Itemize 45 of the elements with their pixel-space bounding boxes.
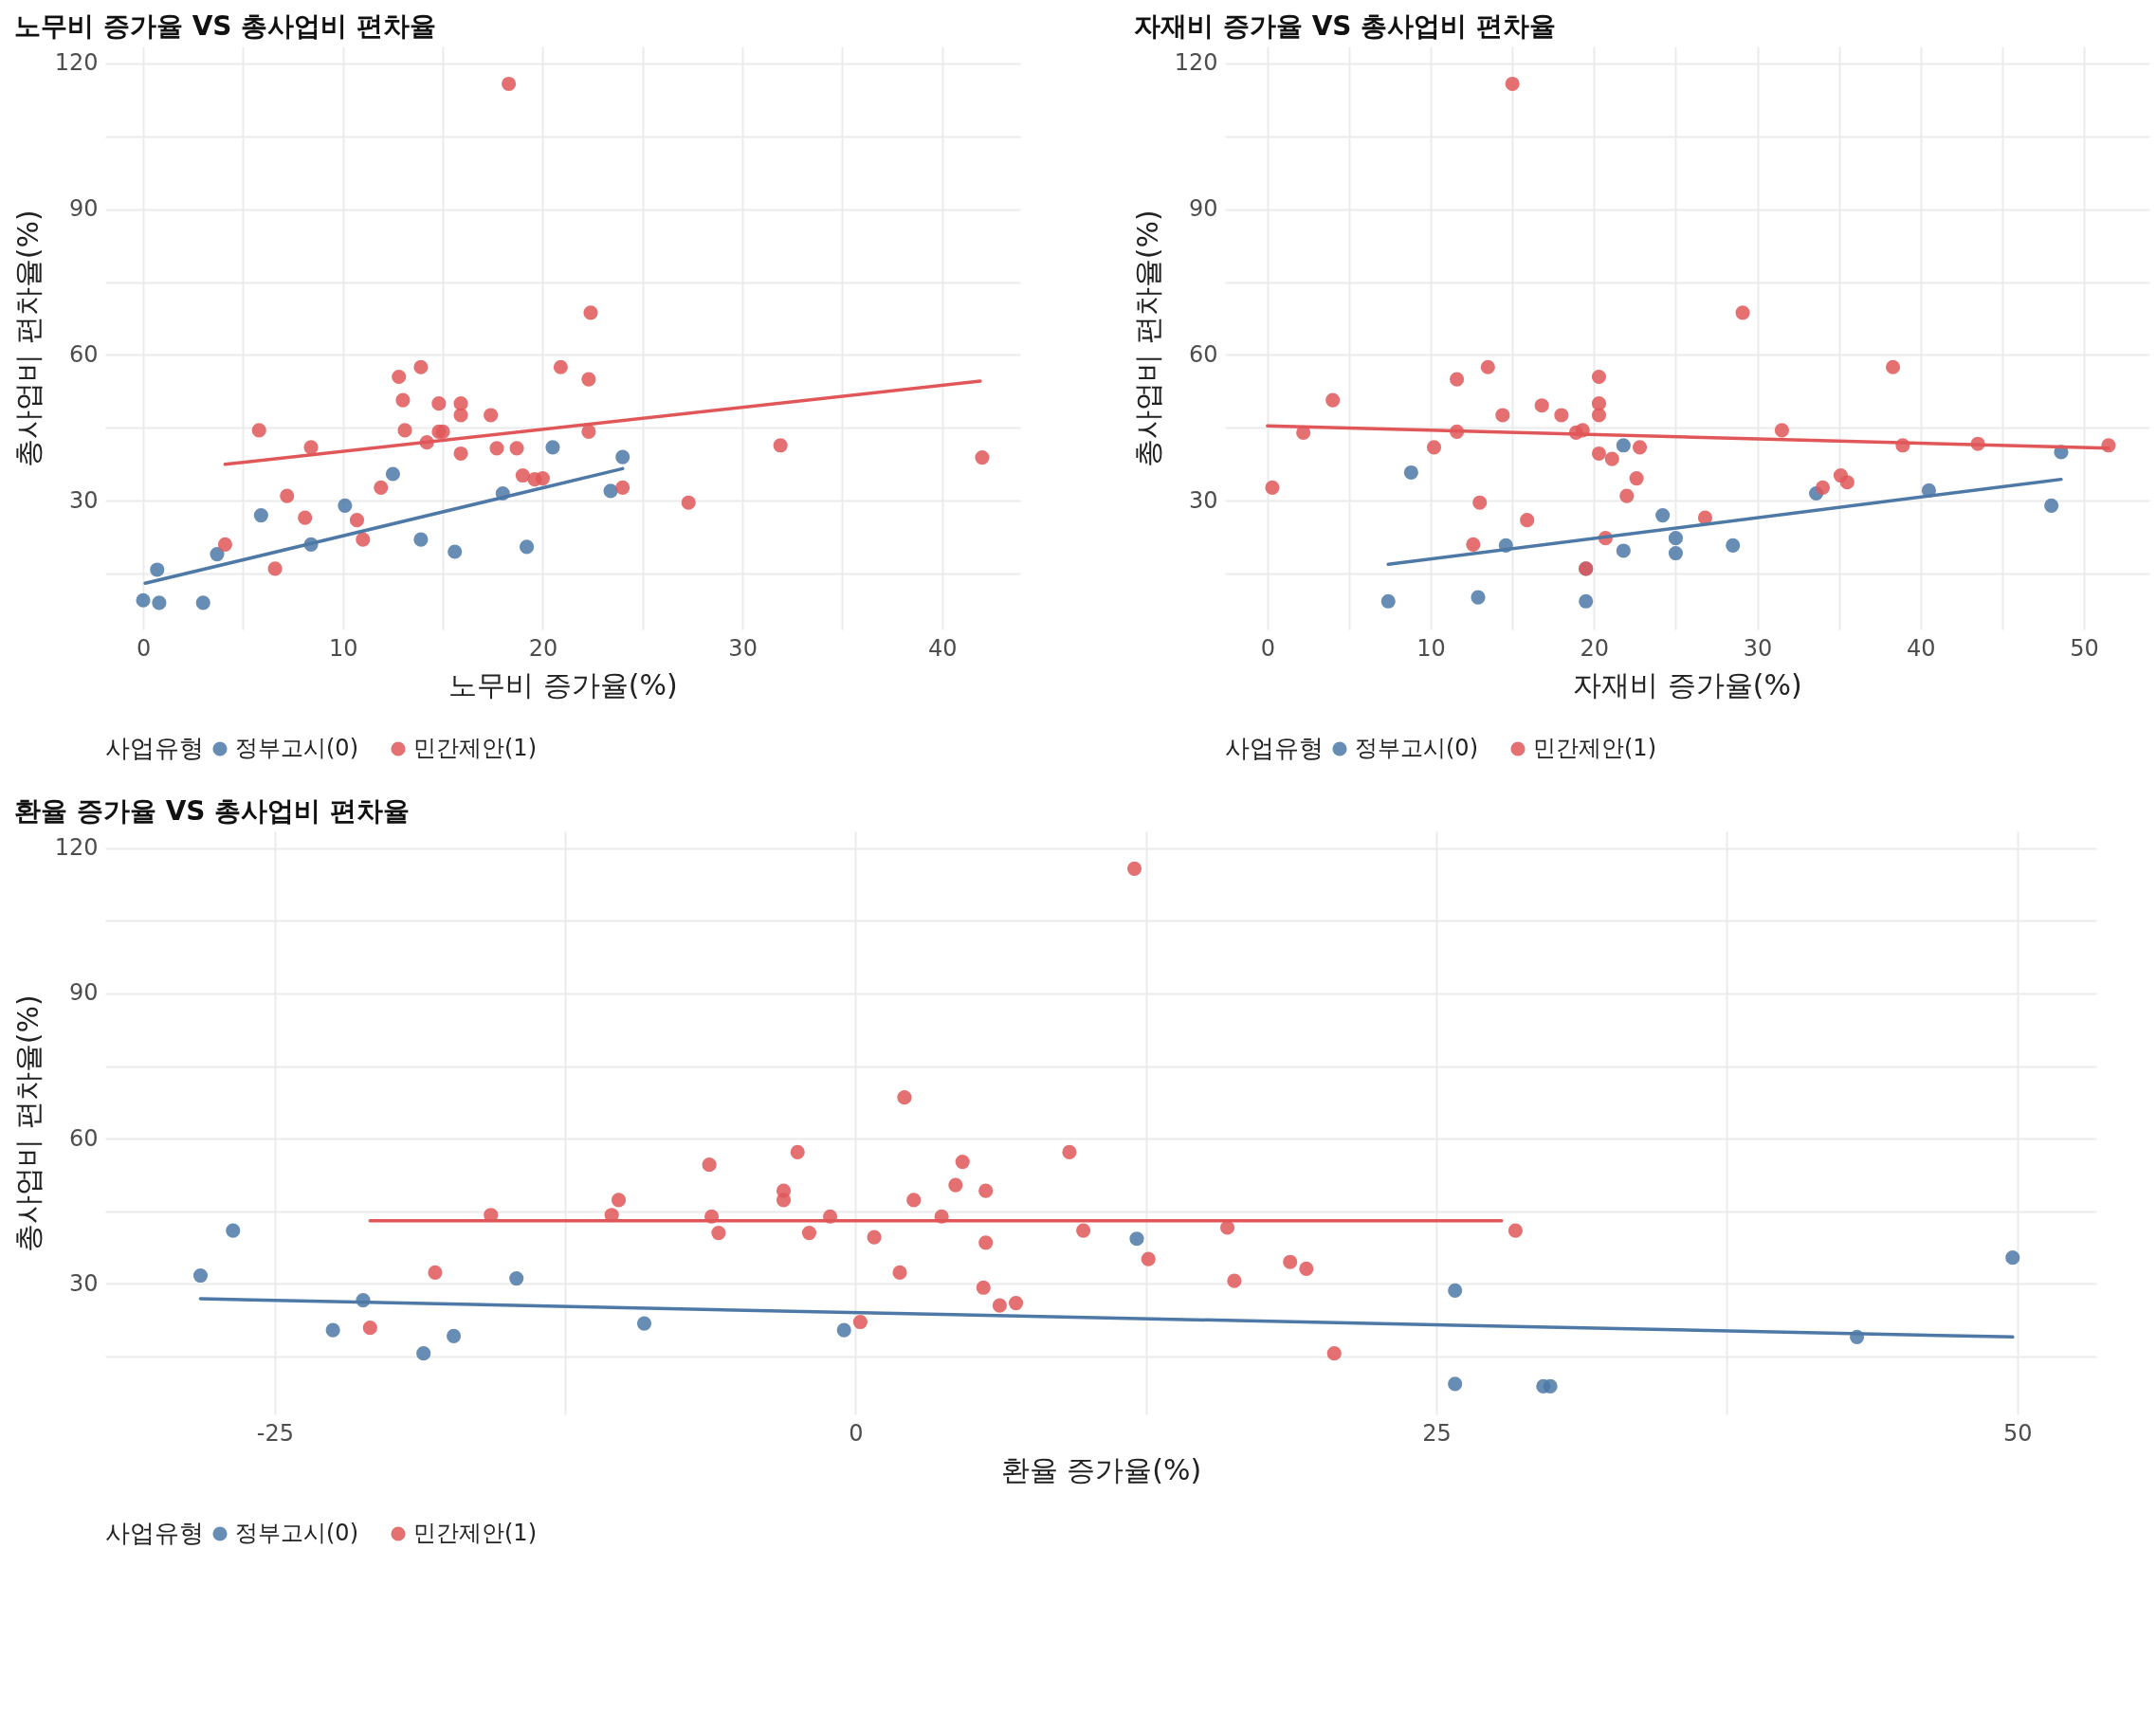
y-tick-label: 120	[54, 49, 99, 77]
x-tick-label: 40	[1907, 634, 1936, 662]
x-tick-label: 50	[2070, 634, 2099, 662]
legend-label: 민간제안(1)	[413, 735, 537, 761]
legend-label: 정부고시(0)	[235, 735, 358, 761]
x-tick-label: 50	[2002, 1419, 2033, 1447]
x-tick-label: 40	[928, 634, 958, 662]
y-tick-label: 30	[68, 486, 99, 514]
y-axis-title: 총사업비 편차율(%)	[10, 994, 45, 1252]
y-tick-label: 60	[68, 340, 99, 368]
chart-title: 노무비 증가율 VS 총사업비 편차율	[14, 10, 437, 42]
x-tick-label: 30	[728, 634, 758, 662]
legend-label: 민간제안(1)	[413, 1520, 537, 1546]
x-tick-label: 20	[528, 634, 558, 662]
x-tick-label: 20	[1580, 634, 1610, 662]
y-tick-label: 60	[68, 1124, 99, 1152]
x-axis-title: 환율 증가율(%)	[1000, 1452, 1202, 1486]
x-tick-label: 30	[1743, 634, 1773, 662]
legend-title: 사업유형	[105, 1519, 204, 1547]
y-tick-label: 90	[68, 195, 99, 223]
legend-title: 사업유형	[1225, 734, 1324, 762]
y-tick-label: 90	[1188, 195, 1218, 223]
y-tick-label: 30	[68, 1269, 99, 1297]
x-axis-title: 자재비 증가율(%)	[1573, 667, 1802, 702]
y-tick-label: 120	[54, 834, 99, 862]
y-tick-label: 120	[1174, 49, 1218, 77]
legend-label: 정부고시(0)	[235, 1520, 358, 1546]
y-axis-title: 총사업비 편차율(%)	[10, 210, 45, 467]
x-tick-label: 0	[849, 1419, 864, 1447]
y-tick-label: 90	[68, 979, 99, 1007]
legend-label: 민간제안(1)	[1533, 735, 1656, 761]
y-tick-label: 30	[1188, 486, 1218, 514]
y-tick-label: 60	[1188, 340, 1218, 368]
x-tick-label: -25	[256, 1419, 294, 1447]
y-axis-title: 총사업비 편차율(%)	[1130, 210, 1164, 467]
x-tick-label: 25	[1422, 1419, 1452, 1447]
x-tick-label: 10	[1416, 634, 1446, 662]
legend-title: 사업유형	[105, 734, 204, 762]
x-axis-title: 노무비 증가율(%)	[448, 667, 678, 702]
x-tick-label: 10	[328, 634, 358, 662]
x-tick-label: 0	[136, 634, 152, 662]
x-tick-label: 0	[1260, 634, 1275, 662]
chart-title: 자재비 증가율 VS 총사업비 편차율	[1134, 10, 1557, 42]
chart-title: 환율 증가율 VS 총사업비 편차율	[14, 795, 411, 827]
legend-label: 정부고시(0)	[1355, 735, 1478, 761]
